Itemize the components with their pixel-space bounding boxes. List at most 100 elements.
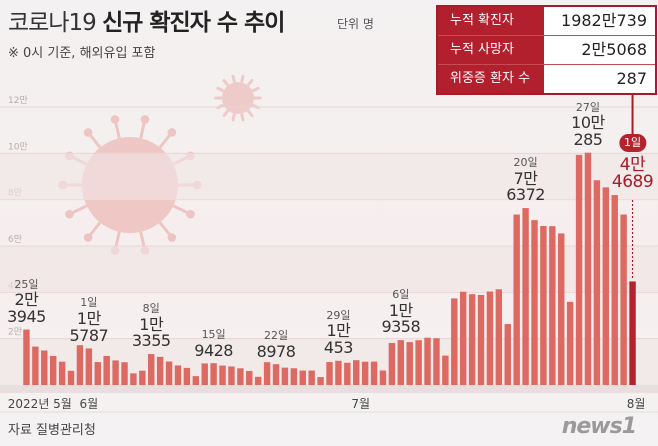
virus-spike [139,121,146,139]
bar [620,214,627,385]
annotation-day: 20일 [513,156,538,170]
bar [477,294,485,385]
bar [504,324,511,385]
x-month-label: 7월 [351,397,370,411]
virus-tip [231,74,235,78]
annotation: 1일 1만 5787 [69,297,108,344]
bar [584,152,592,385]
annotation: 6일 1만 9358 [381,289,420,336]
value-label: 1만 5787 [69,308,109,345]
bar [344,362,351,385]
annotation-day: 27일 [575,100,601,114]
annotation: 15일 9428 [194,329,233,359]
virus-spike [223,109,230,116]
bar [246,370,253,385]
virus-tip [241,118,245,122]
bar [629,281,636,385]
bar [397,340,405,385]
bar [299,370,306,385]
annotation: 22일 8978 [257,330,296,360]
annotation-day: 1일 [618,134,647,152]
bar [210,363,217,385]
bar [558,233,565,385]
virus-spike [139,231,146,249]
virus-tip [250,79,254,82]
bar [611,195,618,385]
virus-tip [110,115,120,124]
table-key: 누적 사망자 [438,36,544,64]
bar [130,373,137,385]
bar [522,208,529,385]
bar [148,354,155,385]
bar [23,329,30,385]
virus-spike [217,87,225,93]
value-label: 9428 [194,340,233,360]
table-value: 287 [616,69,647,88]
virus-spike [246,109,253,116]
annotation: 29일 1만 453 [323,308,354,358]
unit-note: 단위 명 [337,17,374,31]
y-tick-label: 2만 [8,327,22,338]
bar [308,370,315,385]
annotation-day: 25일 [14,277,39,291]
bar [58,361,66,385]
annotation-day: 15일 [201,328,226,342]
bar [201,363,208,385]
annotation-day: 8일 [142,302,160,316]
annotation-day: 29일 [326,308,351,322]
virus-tip [83,233,93,242]
value-label: 1만 3355 [131,314,171,351]
virus-tip [214,96,218,100]
bar [192,376,200,385]
bar [156,356,164,385]
bar [174,365,182,385]
annotation-day: 22일 [263,329,289,343]
bar [237,368,244,385]
annotation: 25일 2만 3945 [7,277,46,326]
virus-tip [216,86,220,90]
bar [67,370,75,385]
virus-spike [251,87,259,93]
value-label: 10만 285 [571,113,605,150]
bar [370,361,378,385]
virus-spike [158,133,172,149]
bar [602,187,610,385]
bar [290,368,298,385]
y-tick-label: 6만 [8,234,22,245]
bar [103,355,110,385]
table-key: 누적 확진자 [438,7,544,35]
value-label: 8978 [256,341,296,361]
virus-tip [256,86,260,90]
bar [41,350,48,385]
x-month-label: 6월 [80,397,99,411]
virus-tip [258,96,262,100]
virus-spike [240,113,245,120]
bar [228,366,235,385]
annotation: 20일 7만 6372 [506,157,545,204]
virus-spike [231,113,236,120]
virus-spike [240,76,245,83]
bar [486,291,494,385]
annotation: 8일 1만 3355 [132,303,171,350]
value-label: 1만 9358 [381,300,421,337]
bar [139,370,146,385]
bar [433,338,440,385]
bar [575,154,583,385]
grid-band [0,246,658,293]
bar [254,376,262,385]
bar [540,226,547,385]
virus-tip [186,209,195,219]
bar [406,342,413,385]
bar [459,291,467,385]
bar [451,298,458,385]
bar [593,180,601,385]
source: 자료 질병관리청 [8,423,96,438]
value-label: 1만 453 [323,321,354,358]
bar [263,362,271,385]
value-label: 2만 3945 [7,290,46,326]
bar [272,364,280,385]
virus-spike [223,80,230,87]
virus-spike [70,204,88,215]
y-tick-label: 12만 [8,95,28,106]
